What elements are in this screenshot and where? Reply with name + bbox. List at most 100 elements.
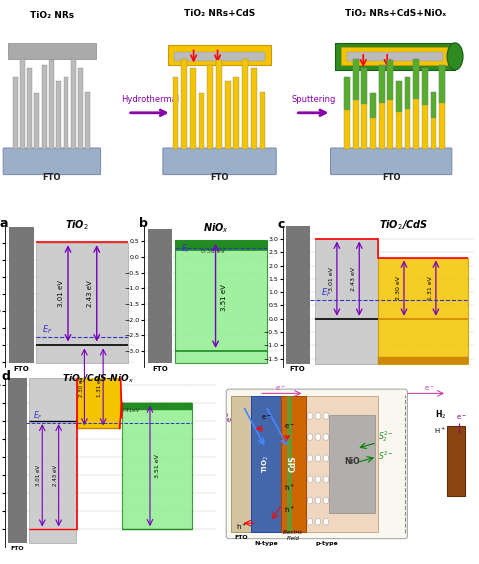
Bar xyxy=(379,65,385,149)
FancyBboxPatch shape xyxy=(331,148,452,175)
Text: b: b xyxy=(138,217,148,230)
Text: FTO: FTO xyxy=(382,174,400,183)
Text: e$^-$: e$^-$ xyxy=(275,384,286,393)
Bar xyxy=(405,77,411,149)
Text: 2.43 eV: 2.43 eV xyxy=(53,465,58,486)
Text: 3.01 eV: 3.01 eV xyxy=(58,280,64,307)
Text: Hydrothermal: Hydrothermal xyxy=(121,95,179,104)
Bar xyxy=(439,65,445,149)
Ellipse shape xyxy=(447,43,463,70)
Text: 1.31 eV: 1.31 eV xyxy=(97,376,103,398)
Text: TiO$_2$: TiO$_2$ xyxy=(261,455,271,473)
Bar xyxy=(172,77,178,149)
Text: CdS: CdS xyxy=(288,456,297,472)
Text: $E_F$: $E_F$ xyxy=(181,243,191,255)
Bar xyxy=(341,47,449,65)
Bar xyxy=(56,81,61,149)
Bar xyxy=(85,92,90,149)
Bar xyxy=(306,396,378,531)
Bar xyxy=(405,77,411,109)
Text: H$^+$: H$^+$ xyxy=(434,426,446,437)
Text: h$^+$: h$^+$ xyxy=(284,482,295,493)
Text: 3.51 eV: 3.51 eV xyxy=(221,284,228,311)
Text: TiO₂ NRs+CdS: TiO₂ NRs+CdS xyxy=(184,9,255,18)
Text: h$^+$: h$^+$ xyxy=(237,522,248,532)
Text: e$^-$: e$^-$ xyxy=(262,413,272,422)
Bar xyxy=(370,92,376,118)
Circle shape xyxy=(323,455,329,461)
Bar xyxy=(9,227,34,363)
Bar xyxy=(251,68,257,149)
Text: TiO$_2$/CdS: TiO$_2$/CdS xyxy=(379,218,429,232)
Text: $S^{2-}$: $S^{2-}$ xyxy=(378,450,394,462)
Text: e$^-$: e$^-$ xyxy=(424,384,435,393)
Bar xyxy=(353,59,359,100)
Text: 3.01 eV: 3.01 eV xyxy=(329,267,334,291)
Text: FTO: FTO xyxy=(210,174,229,183)
Bar xyxy=(231,396,251,531)
Text: $E_F$: $E_F$ xyxy=(42,324,53,336)
Bar xyxy=(168,45,272,65)
Bar xyxy=(362,68,367,104)
Bar xyxy=(13,77,18,149)
Text: TiO₂ NRs+CdS+NiOₓ: TiO₂ NRs+CdS+NiOₓ xyxy=(344,9,446,18)
Bar xyxy=(413,59,419,149)
Text: FTO: FTO xyxy=(13,365,29,372)
Circle shape xyxy=(308,476,313,483)
Text: e$^-$: e$^-$ xyxy=(284,422,295,431)
Bar xyxy=(370,92,376,149)
Circle shape xyxy=(315,413,320,420)
Bar xyxy=(49,60,54,149)
Bar xyxy=(439,65,445,103)
Bar xyxy=(199,92,205,149)
Bar xyxy=(225,81,230,149)
Circle shape xyxy=(323,434,329,440)
Bar xyxy=(207,65,213,149)
Text: TiO₂ NRs: TiO₂ NRs xyxy=(30,11,74,20)
Text: TiO$_2$/CdS-NiO$_x$: TiO$_2$/CdS-NiO$_x$ xyxy=(62,372,135,385)
Text: 2.43 eV: 2.43 eV xyxy=(87,280,92,307)
Text: 2.30 eV: 2.30 eV xyxy=(79,376,83,398)
FancyBboxPatch shape xyxy=(226,389,408,539)
Bar xyxy=(8,43,96,59)
Bar xyxy=(233,77,240,149)
Bar xyxy=(175,240,267,363)
Bar xyxy=(353,59,359,149)
Bar xyxy=(251,396,281,531)
Bar xyxy=(286,226,310,364)
Text: FTO: FTO xyxy=(11,547,24,552)
Bar xyxy=(175,241,267,250)
Text: $S_2^{2-}$: $S_2^{2-}$ xyxy=(378,430,394,444)
Bar xyxy=(396,81,402,149)
Circle shape xyxy=(308,497,313,504)
Bar xyxy=(335,43,455,70)
Bar xyxy=(181,59,187,149)
Bar xyxy=(287,396,292,531)
Circle shape xyxy=(308,518,313,525)
Bar xyxy=(362,68,367,149)
Circle shape xyxy=(308,434,313,440)
Text: 3.51 eV: 3.51 eV xyxy=(155,454,160,478)
FancyBboxPatch shape xyxy=(3,148,101,175)
Bar xyxy=(281,396,306,531)
Circle shape xyxy=(323,518,329,525)
Bar xyxy=(344,77,350,109)
Circle shape xyxy=(323,413,329,420)
Text: e$^-$: e$^-$ xyxy=(456,413,467,422)
Bar xyxy=(260,92,265,149)
Bar xyxy=(242,59,248,149)
Bar xyxy=(431,92,436,118)
Circle shape xyxy=(315,518,320,525)
Text: h$^+$: h$^+$ xyxy=(284,505,295,515)
Text: NiO$_x$: NiO$_x$ xyxy=(203,221,228,235)
Text: d: d xyxy=(1,369,10,383)
Text: 0.41eV: 0.41eV xyxy=(121,408,140,413)
Bar xyxy=(378,357,468,364)
Text: p-type: p-type xyxy=(316,541,338,546)
Bar xyxy=(148,229,172,363)
Text: $E_F$: $E_F$ xyxy=(33,409,43,422)
Bar xyxy=(388,60,393,149)
Bar xyxy=(122,403,192,410)
Text: FTO: FTO xyxy=(152,366,168,372)
Bar xyxy=(78,346,120,428)
